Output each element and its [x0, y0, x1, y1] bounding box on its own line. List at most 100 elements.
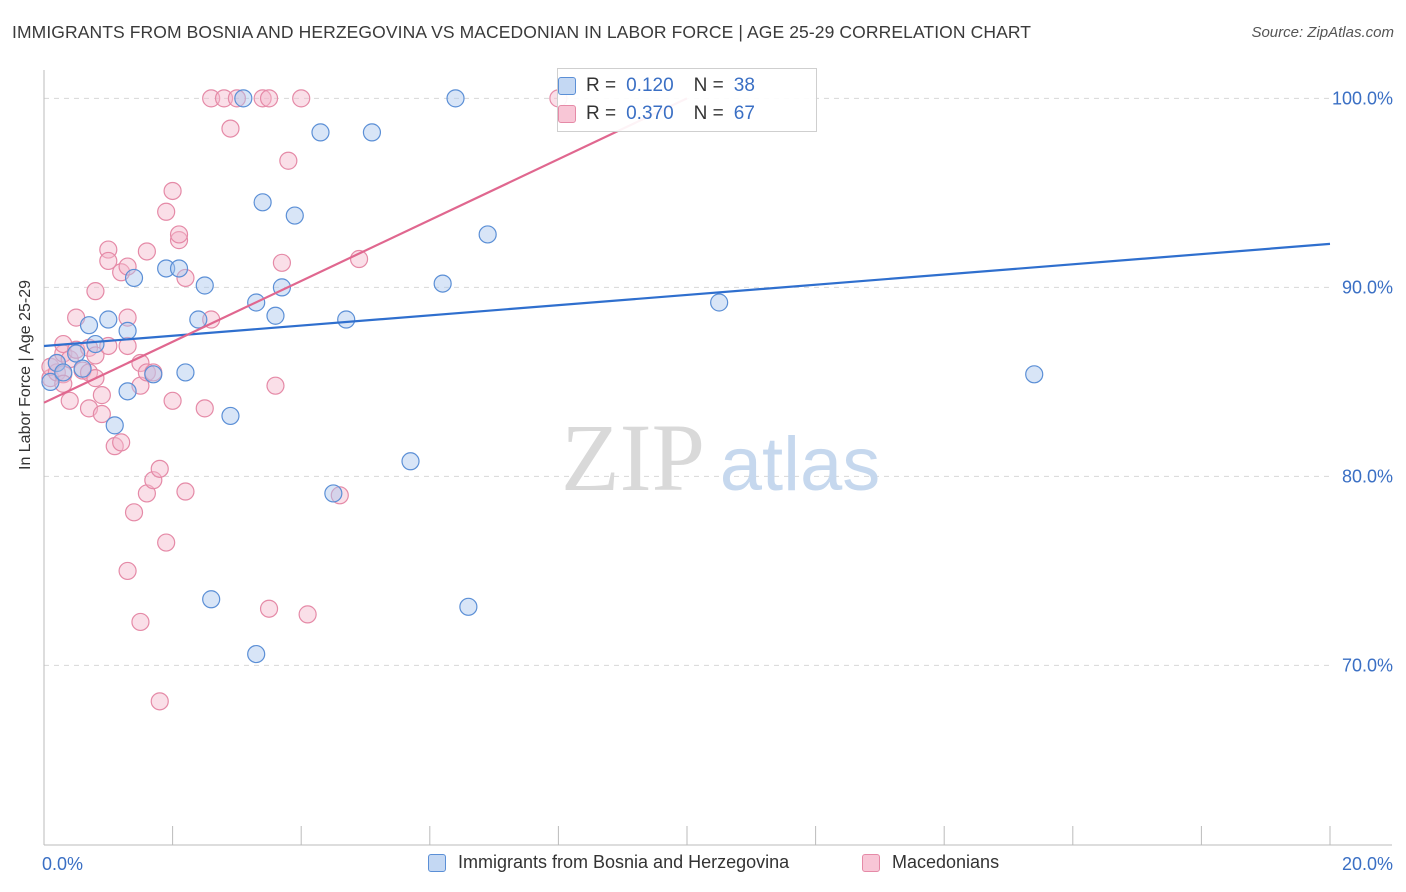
legend-r-label: R =: [586, 103, 617, 124]
trend-line-bosnia: [43, 242, 1331, 348]
point-macedonians: [118, 257, 137, 276]
point-macedonians: [227, 89, 246, 108]
point-bosnia: [73, 359, 92, 378]
point-bosnia: [478, 225, 497, 244]
point-bosnia: [67, 344, 86, 363]
point-macedonians: [47, 363, 66, 382]
point-bosnia: [86, 334, 105, 354]
series-legend: Immigrants from Bosnia and Herzegovina M…: [0, 852, 1406, 876]
y-tick-label: 80.0%: [1342, 466, 1393, 486]
legend-r-label: R =: [586, 75, 617, 96]
point-macedonians: [118, 561, 137, 581]
point-bosnia: [285, 206, 304, 225]
point-macedonians: [266, 376, 285, 395]
point-macedonians: [124, 503, 144, 522]
legend-n-label: N =: [693, 75, 724, 96]
point-macedonians: [279, 151, 298, 170]
point-bosnia: [118, 382, 137, 401]
point-macedonians: [60, 391, 79, 410]
point-bosnia: [195, 276, 214, 295]
point-macedonians: [163, 391, 182, 410]
point-macedonians: [112, 433, 131, 452]
point-macedonians: [298, 605, 317, 624]
point-bosnia: [105, 416, 124, 435]
point-macedonians: [150, 459, 169, 478]
point-macedonians: [169, 225, 189, 244]
legend-r-value: 0.370: [626, 103, 674, 124]
chart-title: IMMIGRANTS FROM BOSNIA AND HERZEGOVINA V…: [12, 22, 1032, 42]
point-bosnia: [337, 310, 356, 329]
point-macedonians: [137, 363, 156, 382]
watermark-atlas: atlas: [720, 422, 881, 507]
point-bosnia: [202, 590, 221, 609]
point-macedonians: [92, 404, 111, 424]
point-macedonians: [330, 486, 349, 505]
legend-n-label: N =: [693, 103, 724, 124]
legend-swatch-blue: [428, 853, 446, 872]
point-macedonians: [176, 482, 195, 501]
trend-lines: [43, 97, 1331, 404]
point-bosnia: [144, 365, 163, 384]
legend-r-value: 0.120: [626, 75, 674, 96]
y-tick-label: 70.0%: [1342, 655, 1393, 675]
point-bosnia: [324, 484, 343, 503]
legend-swatch-pink: [862, 853, 880, 872]
point-macedonians: [169, 231, 189, 250]
legend-swatch-pink: [558, 105, 576, 123]
point-macedonians: [272, 253, 292, 272]
legend-n-value: 38: [733, 75, 755, 96]
point-macedonians: [131, 612, 150, 632]
point-bosnia: [446, 89, 465, 108]
point-bosnia: [99, 310, 118, 329]
legend-item-label: Immigrants from Bosnia and Herzegovina: [458, 852, 790, 872]
point-bosnia: [118, 321, 137, 340]
legend-item-label: Macedonians: [892, 852, 1000, 872]
point-macedonians: [157, 533, 176, 552]
point-bosnia: [234, 89, 253, 108]
point-bosnia: [266, 306, 285, 325]
point-macedonians: [144, 471, 163, 490]
point-bosnia: [362, 123, 382, 142]
point-macedonians: [92, 386, 111, 405]
point-macedonians: [202, 89, 221, 108]
series-bosnia: [41, 89, 1044, 664]
point-bosnia: [79, 316, 99, 335]
series-macedonians: [41, 89, 568, 711]
point-macedonians: [176, 268, 195, 288]
legend-row-bosnia: R = 0.120 N = 38: [558, 75, 755, 97]
point-bosnia: [176, 363, 195, 382]
correlation-legend: R = 0.120 N = 38 R = 0.370 N = 67: [557, 68, 817, 132]
point-macedonians: [150, 692, 169, 711]
point-bosnia: [1025, 365, 1044, 384]
point-macedonians: [163, 181, 182, 201]
point-bosnia: [247, 644, 266, 664]
y-axis-title: In Labor Force | Age 25-29: [17, 279, 34, 470]
x-tick-labels: 0.0% 20.0%: [42, 854, 1393, 874]
source-label: Source: ZipAtlas.com: [1251, 24, 1394, 41]
y-tick-label: 90.0%: [1342, 277, 1393, 297]
point-bosnia: [41, 372, 60, 391]
point-macedonians: [253, 89, 272, 108]
point-macedonians: [259, 599, 279, 618]
point-bosnia: [253, 193, 272, 212]
point-bosnia: [459, 597, 478, 616]
point-bosnia: [54, 363, 73, 382]
legend-n-value: 67: [733, 103, 755, 124]
grid-lines: [44, 97, 1330, 666]
point-macedonians: [157, 202, 176, 221]
point-bosnia: [710, 293, 729, 312]
point-bosnia: [47, 353, 66, 373]
point-macedonians: [221, 119, 240, 138]
x-tick-label: 20.0%: [1342, 854, 1393, 874]
y-tick-labels: 70.0% 80.0% 90.0% 100.0%: [1332, 88, 1393, 675]
watermark: ZIP atlas: [561, 404, 880, 511]
axes: [43, 70, 1392, 846]
point-bosnia: [401, 452, 420, 471]
trend-line-macedonians: [43, 97, 688, 404]
point-bosnia: [311, 123, 330, 142]
legend-item-bosnia: Immigrants from Bosnia and Herzegovina: [428, 852, 789, 873]
point-macedonians: [292, 89, 311, 108]
point-bosnia: [433, 274, 452, 293]
point-bosnia: [124, 268, 144, 288]
